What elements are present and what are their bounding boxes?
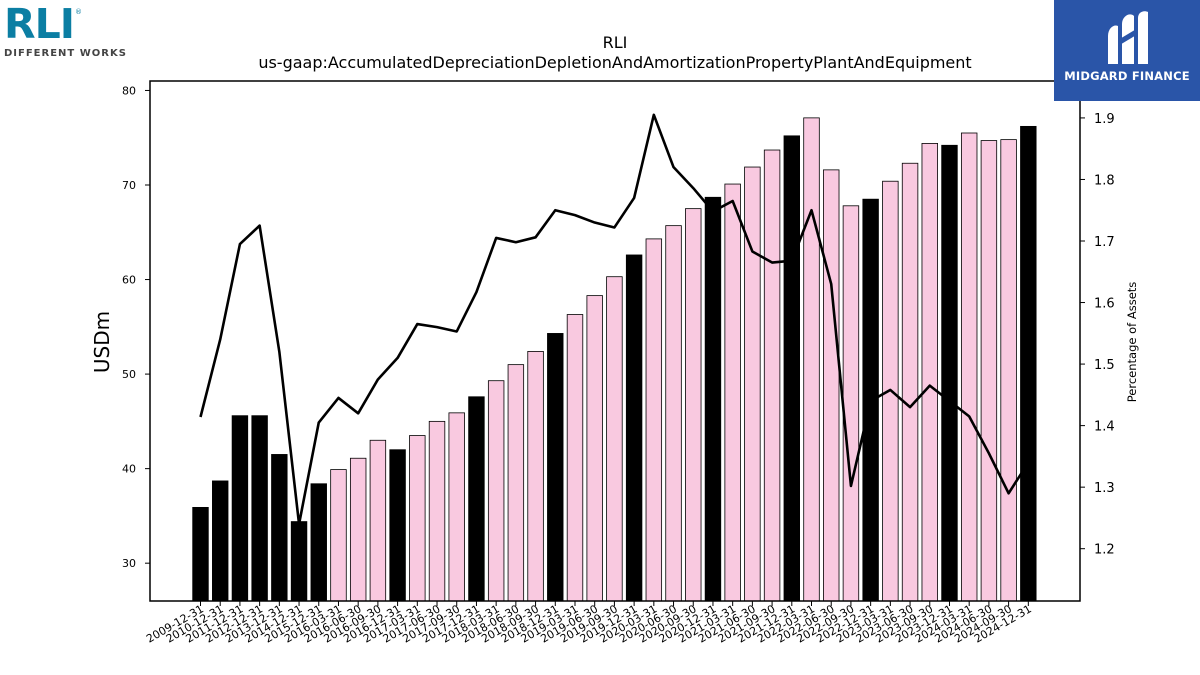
bar (803, 117, 820, 602)
bar (566, 314, 584, 602)
bar (842, 205, 860, 602)
bar (704, 196, 722, 602)
bar (901, 162, 919, 602)
bar (685, 208, 702, 602)
bar (290, 521, 308, 602)
percentage-line (199, 113, 1030, 526)
y-tick-label: 40 (122, 463, 136, 476)
y-tick-label: 30 (122, 557, 136, 570)
y2-tick-label: 1.3 (1094, 481, 1115, 496)
y2-tick-label: 1.5 (1094, 358, 1115, 373)
bar (409, 435, 426, 602)
bar (823, 169, 840, 602)
bar (251, 415, 268, 602)
bar (645, 238, 663, 602)
bar (665, 225, 682, 602)
y-axis-label: USDm (90, 311, 114, 373)
bar (271, 454, 288, 602)
bar (231, 415, 249, 602)
bar (468, 396, 485, 602)
y2-tick-label: 1.2 (1094, 543, 1115, 558)
bar (547, 333, 564, 602)
y2-tick-label: 1.6 (1094, 297, 1115, 312)
registered-mark: ® (74, 8, 82, 16)
plot-frame (149, 80, 1081, 602)
midgard-m-icon (1108, 11, 1148, 65)
bar (389, 449, 406, 602)
y-tick-label: 60 (122, 274, 136, 287)
bar (448, 412, 465, 602)
y2-tick-label: 1.7 (1094, 235, 1115, 250)
y2-tick-label: 1.4 (1094, 420, 1115, 435)
bar (921, 142, 938, 602)
bar (744, 166, 761, 602)
y2-tick-label: 1.9 (1094, 112, 1115, 127)
company-logo-mark: RLI (4, 0, 75, 48)
bar (310, 483, 327, 602)
company-logo-tagline: DIFFERENT WORKS (4, 48, 127, 59)
bar (349, 457, 367, 602)
bar (1000, 139, 1017, 602)
brand-name: MIDGARD FINANCE (1064, 69, 1190, 83)
bar (527, 350, 544, 602)
midgard-finance-logo: MIDGARD FINANCE (1054, 0, 1200, 101)
bar (980, 140, 998, 602)
y2-tick-label: 1.8 (1094, 173, 1115, 188)
bar (783, 135, 801, 602)
bar (763, 149, 781, 602)
chart-subtitle: us-gaap:AccumulatedDepreciationDepletion… (258, 53, 971, 72)
bar (487, 380, 505, 602)
bar (330, 469, 347, 602)
y-tick-label: 70 (122, 179, 136, 192)
bar (941, 144, 958, 602)
bar (212, 480, 229, 602)
bar (606, 276, 623, 602)
bar (625, 254, 643, 602)
bar (369, 439, 387, 602)
bar (586, 295, 603, 602)
plot-area: 3040506070801.21.31.41.51.61.71.81.92009… (122, 80, 1115, 646)
y2-axis-label: Percentage of Assets (1125, 282, 1139, 403)
y-tick-label: 50 (122, 368, 136, 381)
bar (724, 183, 741, 602)
bar (960, 132, 978, 602)
bar (507, 364, 525, 602)
company-logo: RLI® DIFFERENT WORKS (4, 4, 144, 64)
chart-title: RLI (603, 33, 628, 52)
bar (192, 506, 209, 602)
bar (428, 420, 446, 602)
bar (1020, 125, 1037, 602)
y-tick-label: 80 (122, 84, 136, 97)
